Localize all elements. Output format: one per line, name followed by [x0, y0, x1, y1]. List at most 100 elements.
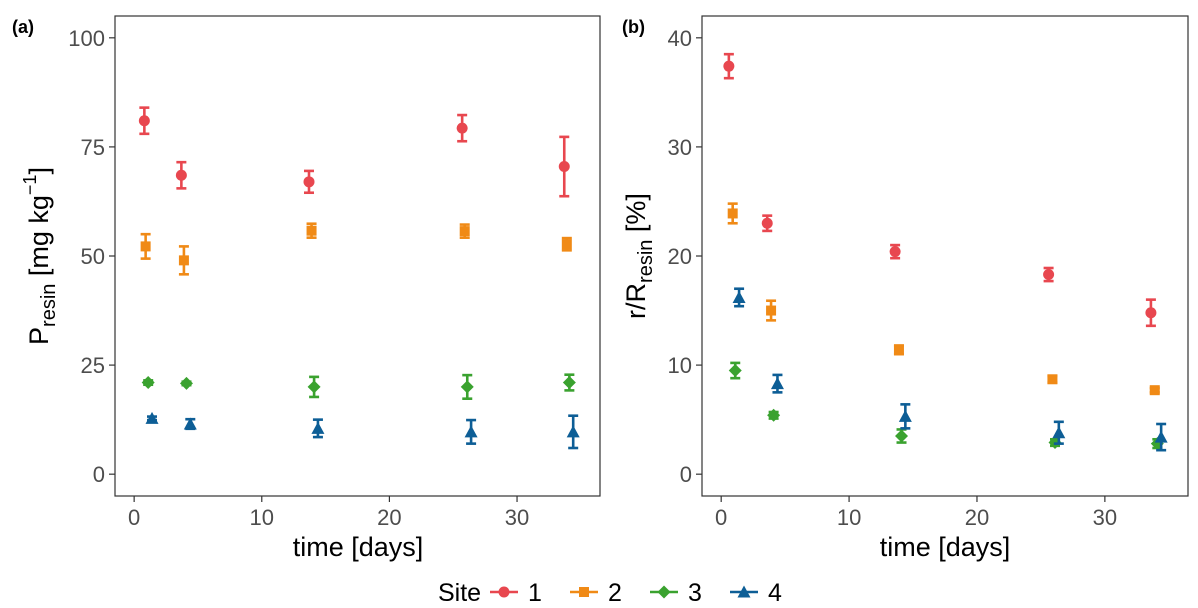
y-tick-label: 25	[81, 353, 105, 378]
x-tick-label: 20	[965, 505, 989, 530]
data-point	[898, 409, 912, 422]
data-point	[1154, 430, 1168, 443]
y-tick-label: 50	[81, 244, 105, 269]
data-point	[141, 376, 155, 390]
data-point	[561, 239, 572, 250]
series-site-4	[145, 411, 580, 450]
panel-a: (a) 0 25 50 75 100 0 10 20 30 time [days] Presi…	[12, 15, 601, 562]
legend-label: 2	[608, 579, 622, 607]
data-point	[562, 376, 576, 390]
data-point	[1047, 374, 1058, 385]
data-point	[311, 421, 325, 434]
series-site-2	[140, 222, 572, 276]
legend-label: 4	[768, 579, 782, 607]
y-tick-label: 20	[668, 244, 692, 269]
legend-item-site-2: 2	[570, 579, 622, 607]
panel-b-frame	[701, 15, 1189, 497]
data-point	[767, 408, 781, 422]
legend-item-site-1: 1	[490, 579, 542, 607]
y-tick-label: 0	[680, 462, 692, 487]
panel-b-ylabel-rest: [%]	[621, 193, 651, 240]
series-site-1	[138, 106, 570, 198]
data-point	[460, 380, 474, 394]
y-tick-label: 75	[81, 135, 105, 160]
series-site-2	[727, 202, 1160, 396]
y-tick-label: 0	[93, 462, 105, 487]
data-point	[303, 176, 315, 188]
data-point	[766, 305, 777, 316]
data-point	[138, 115, 150, 127]
panel-b-x-axis-title: time [days]	[880, 532, 1011, 562]
series-site-4	[732, 287, 1168, 452]
legend-item-site-4: 4	[730, 579, 782, 607]
data-point	[727, 208, 738, 219]
legend-key-marker	[498, 586, 510, 598]
x-tick-label: 20	[377, 505, 401, 530]
panel-b: (b) 0 10 20 30 40 0 10 20 30 time [days] r/Rres…	[621, 15, 1189, 562]
legend: Site 1 2 3 4	[438, 579, 782, 607]
data-point	[140, 241, 151, 252]
series-site-3	[141, 373, 576, 400]
data-point	[770, 377, 784, 390]
data-point	[895, 429, 909, 443]
legend-key-marker	[657, 585, 671, 599]
panel-a-x-axis-title: time [days]	[293, 532, 424, 562]
y-tick-label: 100	[68, 26, 105, 51]
series-site-1	[723, 52, 1157, 328]
data-point	[456, 122, 468, 134]
data-point	[1149, 385, 1160, 396]
data-point	[893, 344, 904, 355]
panel-b-y-axis-title: r/Rresin [%]	[621, 193, 657, 319]
data-point	[459, 226, 470, 237]
legend-item-site-3: 3	[650, 579, 702, 607]
data-point	[145, 411, 159, 424]
x-tick-label: 30	[505, 505, 529, 530]
panel-a-tag: (a)	[12, 17, 34, 37]
panel-b-y-axis: 0 10 20 30 40	[668, 26, 702, 487]
panel-a-x-axis: 0 10 20 30	[128, 496, 529, 530]
panel-a-ylabel-sub: resin	[38, 284, 60, 327]
panel-a-plot-area	[138, 106, 580, 450]
data-point	[307, 380, 321, 394]
data-point	[566, 425, 580, 438]
data-point	[558, 161, 570, 173]
y-tick-label: 40	[668, 26, 692, 51]
data-point	[464, 425, 478, 438]
panel-a-ylabel-sup: −1	[20, 175, 40, 196]
panel-a-ylabel-rest: [mg kg	[24, 195, 54, 284]
panel-b-ylabel-sub: resin	[635, 240, 657, 283]
data-point	[1043, 269, 1055, 281]
data-point	[723, 60, 735, 72]
data-point	[183, 417, 197, 430]
panel-a-ylabel-main: P	[24, 327, 54, 345]
data-point	[178, 255, 189, 266]
panel-a-y-axis-title: Presin [mg kg−1]	[20, 167, 60, 345]
x-tick-label: 0	[715, 505, 727, 530]
panel-b-tag: (b)	[622, 17, 645, 37]
x-tick-label: 10	[250, 505, 274, 530]
y-tick-label: 10	[668, 353, 692, 378]
panel-a-y-axis: 0 25 50 75 100	[68, 26, 115, 487]
data-point	[1145, 307, 1157, 319]
panel-b-x-axis: 0 10 20 30	[715, 496, 1117, 530]
legend-title: Site	[438, 579, 481, 607]
legend-items: 1 2 3 4	[490, 579, 782, 607]
panel-b-ylabel-main: r/R	[621, 283, 651, 319]
legend-key-marker	[737, 585, 751, 598]
x-tick-label: 0	[128, 505, 140, 530]
data-point	[175, 169, 187, 181]
legend-label: 3	[688, 579, 702, 607]
panel-a-ylabel-end: ]	[24, 167, 54, 175]
data-point	[306, 225, 317, 236]
data-point	[889, 246, 901, 258]
panel-a-frame	[114, 15, 601, 497]
data-point	[728, 364, 742, 378]
y-tick-label: 30	[668, 135, 692, 160]
data-point	[1052, 426, 1066, 439]
legend-label: 1	[528, 579, 542, 607]
x-tick-label: 10	[837, 505, 861, 530]
data-point	[761, 217, 773, 229]
data-point	[179, 376, 193, 390]
panel-b-plot-area	[723, 52, 1168, 452]
